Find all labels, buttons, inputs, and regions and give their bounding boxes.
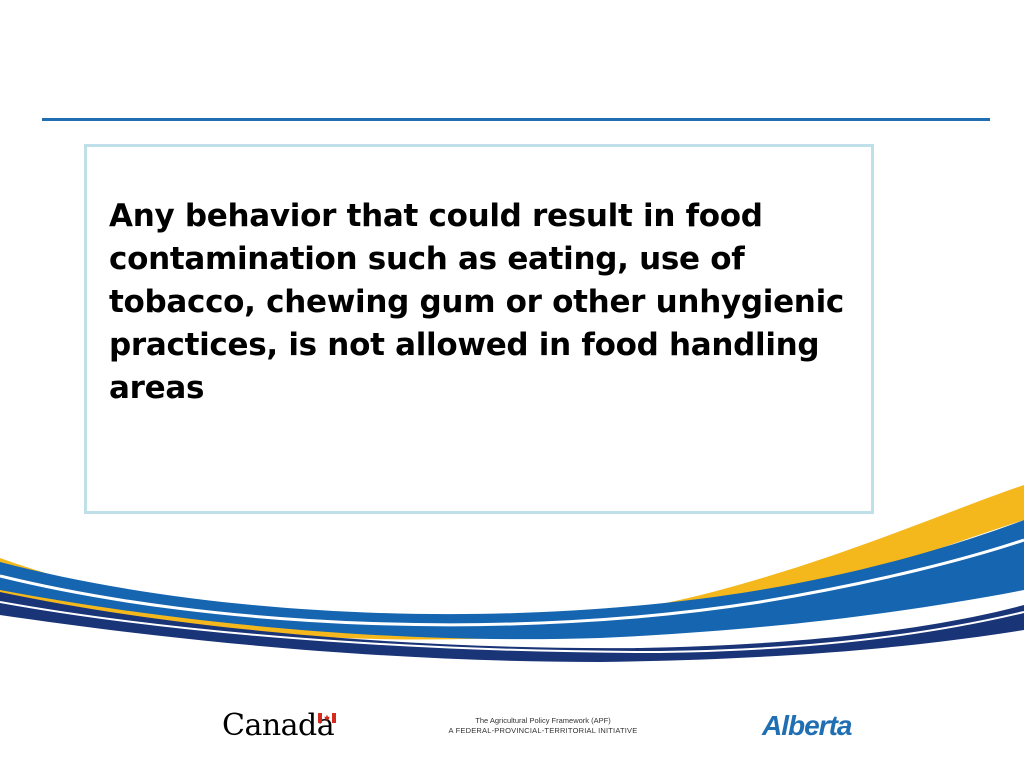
top-divider-rule [42,118,990,121]
content-box: Any behavior that could result in food c… [84,144,874,514]
alberta-wordmark: Alberta [762,710,852,741]
canada-wordmark: Canada [222,708,335,743]
apf-line-2: A FEDERAL-PROVINCIAL-TERRITORIAL INITIAT… [448,726,638,735]
swoosh-white-line [0,538,1024,627]
slide-body-text: Any behavior that could result in food c… [109,198,844,406]
swoosh-navy-band [0,592,1024,662]
swoosh-white-line-2 [0,601,1024,654]
decorative-swoosh [0,485,1024,662]
apf-initiative-text: The Agricultural Policy Framework (APF) … [440,716,646,736]
swoosh-blue-band [0,520,1024,640]
canada-flag-icon [318,713,336,723]
apf-line-1: The Agricultural Policy Framework (APF) [475,716,611,725]
